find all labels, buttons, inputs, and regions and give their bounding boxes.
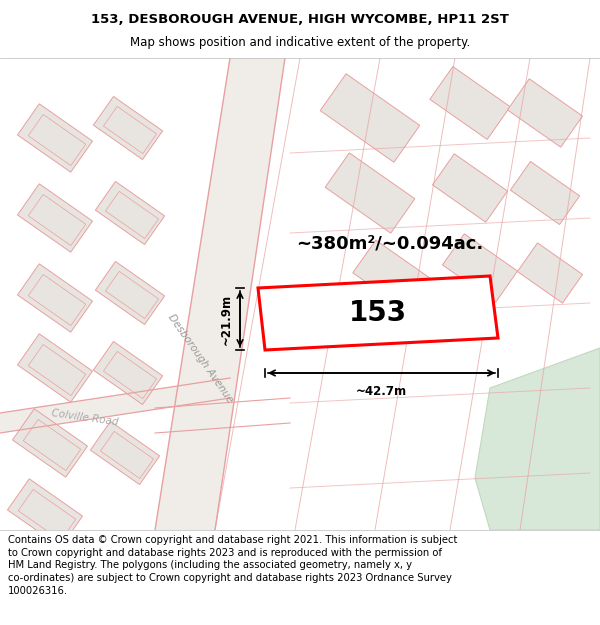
Polygon shape: [475, 348, 600, 530]
Polygon shape: [17, 184, 92, 253]
Polygon shape: [28, 114, 86, 166]
Text: Colville Road: Colville Road: [51, 408, 119, 428]
Polygon shape: [320, 74, 420, 162]
Text: Map shows position and indicative extent of the property.: Map shows position and indicative extent…: [130, 36, 470, 49]
Polygon shape: [508, 79, 583, 148]
Polygon shape: [94, 96, 163, 159]
Text: ~42.7m: ~42.7m: [356, 385, 407, 398]
Text: 153: 153: [349, 299, 407, 327]
Polygon shape: [95, 261, 164, 324]
Polygon shape: [442, 234, 518, 302]
Polygon shape: [258, 276, 498, 350]
Polygon shape: [353, 240, 437, 316]
Polygon shape: [7, 479, 83, 548]
Text: 153, DESBOROUGH AVENUE, HIGH WYCOMBE, HP11 2ST: 153, DESBOROUGH AVENUE, HIGH WYCOMBE, HP…: [91, 12, 509, 26]
Polygon shape: [106, 271, 158, 319]
Polygon shape: [23, 419, 81, 471]
Polygon shape: [13, 409, 88, 478]
Polygon shape: [94, 341, 163, 404]
Polygon shape: [430, 66, 510, 139]
Polygon shape: [28, 194, 86, 246]
Polygon shape: [103, 106, 157, 154]
Polygon shape: [103, 351, 157, 399]
Polygon shape: [28, 344, 86, 396]
Polygon shape: [28, 274, 86, 326]
Polygon shape: [100, 431, 154, 479]
Polygon shape: [91, 421, 160, 484]
Polygon shape: [517, 243, 583, 303]
Polygon shape: [17, 334, 92, 402]
Polygon shape: [155, 58, 285, 530]
Polygon shape: [95, 181, 164, 244]
Text: ~380m²/~0.094ac.: ~380m²/~0.094ac.: [296, 234, 484, 252]
Polygon shape: [325, 153, 415, 233]
Polygon shape: [18, 489, 76, 541]
Polygon shape: [433, 154, 508, 222]
Polygon shape: [0, 378, 230, 433]
Polygon shape: [17, 104, 92, 172]
Text: Contains OS data © Crown copyright and database right 2021. This information is : Contains OS data © Crown copyright and d…: [8, 535, 457, 596]
Polygon shape: [511, 161, 580, 224]
Text: Desborough Avenue: Desborough Avenue: [166, 312, 235, 404]
Polygon shape: [17, 264, 92, 332]
Text: ~21.9m: ~21.9m: [220, 294, 233, 344]
Polygon shape: [106, 191, 158, 239]
